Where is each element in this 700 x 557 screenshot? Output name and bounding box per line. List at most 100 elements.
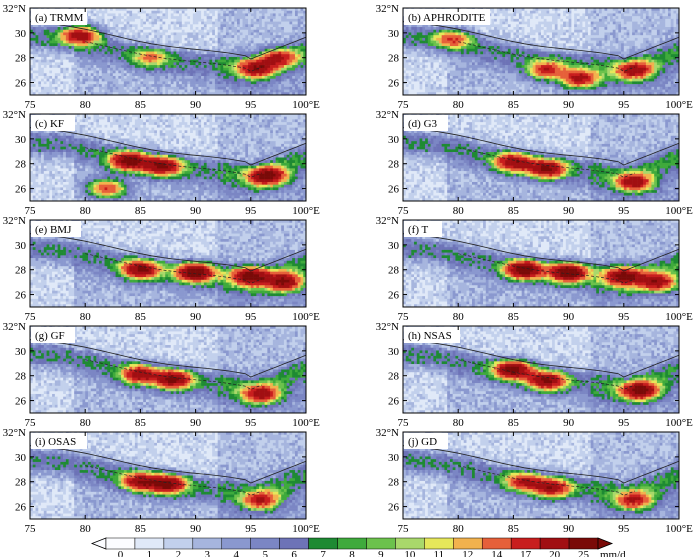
x-tick-label: 75 (398, 523, 410, 535)
map-panel: (i) OSAS 75 80 85 90 95 100°E 26 28 30 32°N (3, 427, 320, 535)
x-tick-label: 80 (80, 99, 92, 111)
colorbar-swatch (250, 537, 280, 550)
x-tick-label: 90 (190, 99, 202, 111)
x-tick-label: 95 (618, 417, 630, 429)
y-tick-label: 30 (388, 28, 400, 40)
colorbar-swatch (192, 537, 223, 550)
map-panel: (j) GD 75 80 85 90 95 100°E 26 28 30 32°N (376, 427, 693, 535)
y-tick-label: 26 (388, 396, 400, 408)
x-tick-label: 95 (618, 205, 630, 217)
x-tick-label: 90 (190, 523, 202, 535)
terrain-contour (30, 445, 306, 484)
x-tick-label: 80 (453, 523, 465, 535)
panel-label-box (31, 9, 87, 25)
panel-label: (d) G3 (408, 118, 438, 130)
colorbar-swatch (134, 537, 165, 550)
x-tick-label: 80 (80, 205, 92, 217)
x-tick-label: 90 (190, 311, 202, 323)
x-tick-label: 85 (135, 99, 147, 111)
map-panel: (d) G3 75 80 85 90 95 100°E 26 28 30 32°N (376, 109, 693, 217)
panel-frame (402, 431, 680, 520)
colorbar-level-label: 1 (147, 549, 153, 557)
terrain-contour-dashed (458, 41, 635, 72)
colorbar-swatch (163, 537, 194, 550)
colorbar-swatch (510, 537, 541, 550)
panel-label-box (31, 327, 75, 343)
colorbar-level-label: 12 (462, 549, 473, 557)
colorbar-under-arrow (90, 537, 107, 550)
colorbar-level-label: 0 (118, 549, 124, 557)
colorbar-swatch (424, 537, 454, 550)
terrain-contour-dashed (458, 147, 635, 178)
panel-label: (g) GF (35, 330, 65, 342)
y-tick-label: 28 (15, 159, 27, 171)
precip-field (30, 114, 306, 201)
panel-label-box (404, 433, 448, 449)
y-tick-label: 30 (15, 452, 27, 464)
map-panel: (b) APHRODITE 75 80 85 90 95 100°E 26 28 30 32°N (376, 3, 693, 111)
x-tick-label: 95 (245, 99, 256, 111)
terrain-contour (403, 445, 679, 484)
colorbar-swatch (337, 537, 367, 550)
precip-field (403, 326, 679, 413)
panel-label: (i) OSAS (35, 436, 76, 448)
panel-label-box (404, 221, 442, 237)
x-tick-label: 85 (135, 417, 147, 429)
panel-label-box (404, 327, 460, 343)
panel-frame (402, 325, 680, 414)
colorbar-swatch (395, 537, 425, 550)
y-tick-label: 30 (15, 28, 27, 40)
y-tick-label: 32°N (3, 215, 26, 227)
x-tick-label: 80 (453, 311, 465, 323)
x-tick-label: 75 (25, 417, 37, 429)
terrain-contour (30, 127, 306, 166)
terrain-contour-dashed (85, 465, 262, 496)
x-tick-label: 100°E (665, 417, 693, 429)
x-tick-label: 80 (453, 417, 465, 429)
precip-field (403, 8, 679, 95)
x-tick-label: 95 (618, 523, 630, 535)
y-tick-label: 30 (15, 346, 27, 358)
y-tick-label: 26 (388, 78, 400, 90)
x-tick-label: 100°E (292, 99, 320, 111)
colorbar-swatch (539, 537, 570, 550)
x-tick-label: 75 (398, 205, 410, 217)
x-tick-label: 100°E (665, 99, 693, 111)
colorbar-level-label: 17 (520, 549, 532, 557)
x-tick-label: 95 (245, 523, 256, 535)
y-tick-label: 28 (388, 265, 400, 277)
x-tick-label: 95 (245, 417, 256, 429)
y-tick-label: 28 (388, 477, 400, 489)
panel-label-box (31, 433, 87, 449)
x-tick-label: 75 (25, 99, 37, 111)
y-tick-label: 32°N (376, 109, 399, 121)
terrain-contour (403, 127, 679, 166)
x-tick-label: 95 (618, 311, 630, 323)
panel-label: (a) TRMM (35, 12, 84, 24)
panel-frame (402, 7, 680, 96)
panel-label-box (31, 221, 81, 237)
panel-frame (402, 219, 680, 308)
map-panel: (h) NSAS 75 80 85 90 95 100°E 26 28 30 32°N (376, 321, 693, 429)
y-tick-label: 26 (15, 290, 27, 302)
panel-frame (402, 113, 680, 202)
y-tick-label: 30 (388, 452, 400, 464)
y-tick-label: 30 (388, 134, 400, 146)
colorbar-level-label: 14 (491, 549, 503, 557)
colorbar-level-label: 7 (320, 549, 326, 557)
terrain-contour-dashed (458, 359, 635, 390)
panel-frame (29, 325, 307, 414)
y-tick-label: 28 (15, 265, 27, 277)
colorbar-units: mm/d (600, 549, 626, 557)
y-tick-label: 26 (15, 184, 27, 196)
x-tick-label: 75 (25, 311, 37, 323)
x-tick-label: 100°E (665, 311, 693, 323)
y-tick-label: 28 (388, 53, 400, 65)
y-tick-label: 30 (15, 134, 27, 146)
x-tick-label: 85 (508, 205, 520, 217)
x-tick-label: 95 (245, 205, 256, 217)
y-tick-label: 30 (388, 240, 400, 252)
colorbar-level-label: 8 (349, 549, 355, 557)
